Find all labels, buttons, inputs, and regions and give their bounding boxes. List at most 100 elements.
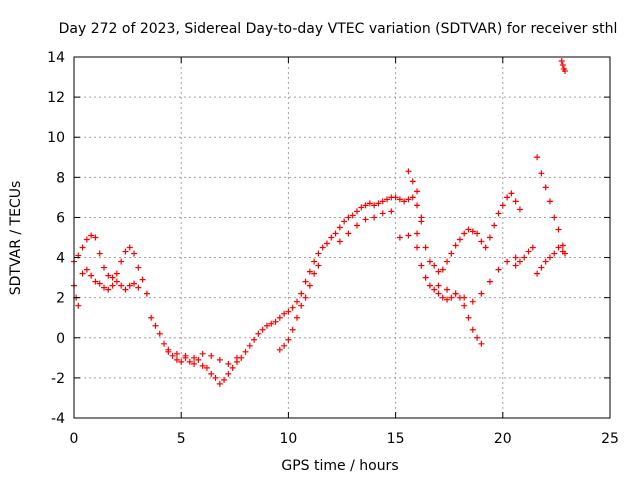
data-point xyxy=(379,198,386,205)
data-point xyxy=(289,326,296,333)
data-point xyxy=(161,340,168,347)
data-point xyxy=(199,350,206,357)
data-point xyxy=(139,276,146,283)
data-point xyxy=(409,194,416,201)
data-point xyxy=(388,208,395,215)
data-point xyxy=(178,358,185,365)
data-point xyxy=(384,196,391,203)
data-point xyxy=(83,236,90,243)
series-afternoon-upper xyxy=(405,168,523,275)
data-point xyxy=(315,250,322,257)
data-point xyxy=(546,198,553,205)
data-point xyxy=(469,228,476,235)
data-point xyxy=(173,356,180,363)
data-point xyxy=(474,230,481,237)
data-point xyxy=(512,262,519,269)
y-tick-label: -2 xyxy=(51,371,65,387)
data-point xyxy=(246,342,253,349)
data-point xyxy=(233,354,240,361)
x-tick-label: 10 xyxy=(279,431,297,447)
data-point xyxy=(435,282,442,289)
data-point xyxy=(414,202,421,209)
data-point xyxy=(405,196,412,203)
series-night-upper xyxy=(165,346,240,367)
data-point xyxy=(169,352,176,359)
data-point xyxy=(191,360,198,367)
data-point xyxy=(173,350,180,357)
x-tick-label: 5 xyxy=(177,431,186,447)
data-point xyxy=(422,244,429,251)
data-point xyxy=(113,278,120,285)
data-point xyxy=(221,376,228,383)
data-point xyxy=(366,200,373,207)
series-evening-lower xyxy=(534,244,566,277)
data-point xyxy=(529,244,536,251)
data-point xyxy=(276,314,283,321)
data-points xyxy=(71,58,568,387)
data-point xyxy=(285,308,292,315)
data-point xyxy=(465,314,472,321)
data-point xyxy=(354,208,361,215)
data-point xyxy=(414,188,421,195)
data-point xyxy=(328,234,335,241)
data-point xyxy=(298,302,305,309)
data-point xyxy=(461,230,468,237)
data-point xyxy=(551,250,558,257)
data-point xyxy=(96,280,103,287)
y-tick-label: -4 xyxy=(51,411,65,427)
data-point xyxy=(414,230,421,237)
data-point xyxy=(546,254,553,261)
data-point xyxy=(135,264,142,271)
data-point xyxy=(306,268,313,275)
x-tick-label: 25 xyxy=(601,431,619,447)
data-point xyxy=(131,280,138,287)
data-point xyxy=(208,370,215,377)
data-point xyxy=(418,262,425,269)
data-point xyxy=(371,214,378,221)
data-point xyxy=(135,284,142,291)
chart-title: Day 272 of 2023, Sidereal Day-to-day VTE… xyxy=(59,21,618,37)
data-point xyxy=(242,348,249,355)
data-point xyxy=(311,258,318,265)
data-point xyxy=(336,238,343,245)
x-tick-label: 15 xyxy=(387,431,405,447)
data-point xyxy=(79,244,86,251)
data-point xyxy=(396,196,403,203)
data-point xyxy=(555,226,562,233)
plot-frame xyxy=(73,56,611,419)
y-tick-labels: -4 -2 0 2 4 6 8 10 12 14 xyxy=(47,50,65,427)
data-point xyxy=(452,290,459,297)
data-point xyxy=(75,302,82,309)
data-point xyxy=(156,330,163,337)
data-point xyxy=(525,248,532,255)
data-point xyxy=(126,244,133,251)
data-point xyxy=(289,304,296,311)
data-point xyxy=(504,194,511,201)
data-point xyxy=(392,194,399,201)
y-tick-label: 12 xyxy=(47,90,65,106)
data-point xyxy=(561,68,568,75)
data-point xyxy=(559,242,566,249)
data-point xyxy=(414,244,421,251)
data-point xyxy=(315,262,322,269)
data-point xyxy=(504,258,511,265)
data-point xyxy=(405,168,412,175)
data-point xyxy=(293,298,300,305)
data-point xyxy=(444,258,451,265)
data-point xyxy=(495,266,502,273)
x-axis-label: GPS time / hours xyxy=(281,458,398,474)
data-point xyxy=(512,254,519,261)
data-point xyxy=(396,234,403,241)
data-point xyxy=(191,354,198,361)
data-point xyxy=(538,170,545,177)
data-point xyxy=(311,270,318,277)
data-point xyxy=(186,358,193,365)
y-tick-label: 8 xyxy=(56,170,65,186)
series-morning-spread xyxy=(276,262,322,353)
data-point xyxy=(465,226,472,233)
data-point xyxy=(439,294,446,301)
data-point xyxy=(319,244,326,251)
data-point xyxy=(88,272,95,279)
data-point xyxy=(165,346,172,353)
